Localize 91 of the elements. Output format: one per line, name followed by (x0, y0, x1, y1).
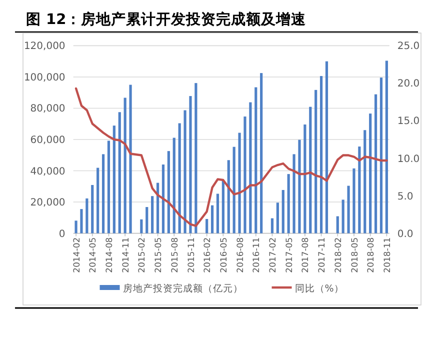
bar (96, 168, 100, 234)
y-tick-label: 80,000 (30, 104, 66, 115)
x-tick-label: 2015-05 (154, 237, 164, 273)
y-tick-label: 40,000 (30, 166, 66, 178)
x-tick-label: 2015-02 (138, 237, 148, 273)
x-tick-label: 2014-02 (72, 237, 82, 273)
bar (184, 110, 186, 234)
bar (102, 154, 105, 234)
x-tick-label: 2016-05 (219, 237, 230, 273)
legend-label: 房地产投资完成额（亿元） (122, 282, 243, 294)
bar (352, 168, 356, 234)
bar (325, 61, 328, 234)
bar (91, 184, 94, 234)
bar (194, 83, 198, 234)
y2-tick-label: 0.0 (397, 228, 414, 240)
bar (238, 132, 241, 234)
x-tick-label: 2014-08 (105, 237, 116, 273)
bar (222, 180, 224, 234)
chart-title: 图 12：房地产累计开发投资完成额及增速 (26, 10, 308, 28)
y-tick-label: 20,000 (30, 198, 66, 209)
y2-tick-label: 25.0 (397, 41, 420, 52)
bar (298, 140, 301, 234)
y2-tick-label: 5.0 (397, 191, 414, 202)
bar (172, 138, 176, 234)
bar (249, 102, 252, 234)
x-tick-label: 2014-11 (121, 237, 132, 273)
x-tick-label: 2015-08 (170, 237, 180, 273)
bar (282, 190, 284, 234)
bar (347, 186, 350, 234)
bar (336, 216, 339, 234)
bar (74, 220, 78, 234)
bar (276, 202, 279, 234)
bar (304, 124, 306, 234)
bar (244, 116, 246, 234)
y2-tick-label: 15.0 (397, 116, 420, 128)
bar (227, 160, 230, 234)
x-tick-label: 2017-05 (284, 237, 295, 273)
y-tick-label: 60,000 (30, 135, 66, 146)
legend-label: 同比（%） (294, 282, 344, 294)
bar (210, 205, 214, 234)
bar (260, 73, 263, 234)
bar (146, 207, 148, 234)
bar (129, 84, 132, 234)
bar (314, 90, 318, 234)
bar (162, 164, 165, 234)
bar (369, 114, 372, 234)
x-tick-label: 2016-11 (252, 237, 262, 273)
bar (216, 194, 220, 234)
x-tick-label: 2018-05 (350, 237, 360, 273)
y-tick-label: 0 (58, 228, 66, 240)
x-tick-label: 2018-11 (382, 237, 393, 273)
y2-tick-label: 10.0 (397, 154, 420, 165)
bar (358, 146, 361, 234)
bar (156, 182, 160, 234)
y-tick-label: 100,000 (24, 72, 66, 84)
x-tick-label: 2015-11 (186, 237, 197, 273)
bar (140, 219, 143, 234)
bar (380, 78, 383, 234)
bar (232, 146, 236, 234)
bar (151, 196, 154, 234)
bar (385, 60, 388, 234)
bar (86, 198, 88, 234)
x-tick-label: 2016-02 (203, 237, 214, 273)
x-tick-label: 2014-05 (88, 237, 99, 273)
bar (292, 154, 296, 234)
bar (124, 98, 126, 234)
bar (320, 76, 323, 234)
bar (167, 151, 170, 234)
bar (364, 130, 366, 234)
bar (270, 218, 274, 234)
x-tick-label: 2017-11 (318, 237, 328, 273)
x-tick-label: 2018-02 (334, 237, 344, 273)
bar (118, 112, 121, 234)
bar (112, 126, 116, 234)
bar (309, 106, 312, 234)
x-tick-label: 2017-02 (268, 237, 279, 273)
bar (287, 174, 290, 234)
x-tick-label: 2017-08 (301, 237, 312, 273)
bar (254, 87, 258, 234)
bar (374, 94, 378, 234)
line-series (74, 87, 388, 227)
bar (342, 200, 344, 234)
bar (80, 209, 83, 234)
bar (206, 218, 208, 234)
x-tick-label: 2016-08 (236, 237, 246, 273)
y-tick-label: 120,000 (24, 41, 66, 52)
bar (189, 96, 192, 234)
bar (107, 140, 110, 234)
x-tick-label: 2018-08 (366, 237, 377, 273)
bar (178, 123, 181, 234)
y2-tick-label: 20.0 (397, 78, 420, 90)
